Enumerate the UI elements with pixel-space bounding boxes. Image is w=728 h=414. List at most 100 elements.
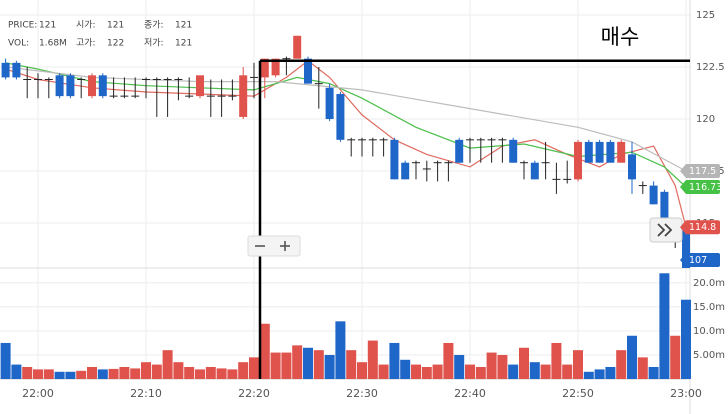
volume-bar	[238, 362, 249, 379]
candle-body	[574, 141, 582, 180]
x-tick-label: 22:30	[346, 387, 378, 400]
candle-body	[325, 87, 334, 120]
volume-bar	[270, 352, 281, 379]
price-tag	[680, 164, 720, 179]
volume-bar	[119, 366, 130, 379]
candle-body	[304, 58, 312, 84]
volume-bar	[432, 364, 443, 379]
price-tag-label: 107	[689, 255, 707, 266]
volume-bar	[130, 368, 141, 379]
chevron[interactable]	[657, 223, 666, 237]
volume-bar	[184, 366, 195, 379]
price-tag-label: 117.5	[689, 166, 716, 177]
volume-bar	[637, 357, 648, 379]
info-label: 종가:	[144, 20, 164, 31]
volume-bar	[292, 345, 303, 379]
candle-body	[293, 35, 302, 59]
x-tick-label: 22:40	[454, 387, 486, 400]
candle-body	[530, 162, 539, 180]
moving-average	[5, 62, 687, 188]
info-label: PRICE:	[8, 21, 37, 31]
x-tick-label: 22:10	[130, 387, 162, 400]
volume-bar	[54, 371, 65, 379]
volume-bar	[648, 366, 659, 379]
volume-bar	[108, 368, 119, 379]
buy-label: 매수	[601, 25, 640, 49]
candle-body	[617, 141, 626, 163]
volume-bar	[670, 335, 681, 379]
lines-layer: 매수	[258, 25, 690, 379]
zoom-controls[interactable]	[247, 235, 301, 257]
volume-tick-label: 20.0m	[693, 278, 725, 289]
volume-bar	[378, 364, 389, 379]
y-tick-label: 122.5	[696, 62, 725, 73]
x-tick-label: 22:20	[238, 387, 270, 400]
info-label: 고가:	[76, 38, 96, 49]
volume-bar	[594, 369, 605, 379]
chevron[interactable]	[664, 223, 673, 237]
tags-layer: 117.5 116.733 114.8 107	[680, 164, 728, 267]
volume-bar	[313, 350, 324, 379]
volume-bar	[519, 347, 529, 379]
volume-bar	[411, 364, 421, 379]
vol-layer	[0, 273, 691, 379]
volume-bar	[249, 357, 259, 379]
y-tick-label: 125	[696, 10, 715, 21]
volume-bar	[497, 354, 508, 379]
candle-body	[509, 139, 518, 163]
info-value: 121	[39, 21, 56, 31]
candle-body	[401, 162, 410, 180]
volume-tick-label: 10.0m	[693, 326, 725, 337]
volume-bar	[205, 366, 216, 379]
volume-bar	[573, 350, 583, 379]
volume-tick-label: 15.0m	[693, 302, 725, 313]
info-label: VOL:	[8, 39, 29, 49]
candle-body	[682, 227, 690, 268]
volume-bar	[173, 362, 184, 379]
volume-bar	[400, 359, 411, 379]
scroll-box[interactable]	[649, 217, 683, 243]
candle-body	[55, 75, 64, 97]
price-tag	[680, 220, 720, 235]
volume-bar	[389, 342, 400, 379]
axis-background	[690, 0, 728, 414]
candle-body	[649, 185, 658, 205]
x-tick-label: 22:50	[562, 387, 594, 400]
candle-body	[595, 141, 604, 163]
candle-body	[196, 75, 204, 97]
candle-body	[239, 75, 248, 117]
candle-body	[336, 94, 345, 140]
price-tag-label: 114.8	[689, 222, 716, 233]
volume-bar	[195, 369, 205, 379]
volume-bar	[335, 321, 346, 379]
candle-body	[606, 141, 615, 163]
x-tick-label: 22:00	[22, 387, 54, 400]
candle-body	[98, 75, 107, 97]
volume-bar	[65, 371, 76, 379]
volume-bar	[324, 354, 335, 379]
candle-body	[271, 58, 280, 76]
volume-bar	[22, 366, 33, 379]
volume-bar	[151, 364, 162, 379]
candles-layer	[1, 35, 690, 268]
volume-bar	[475, 366, 486, 379]
volume-bar	[465, 364, 475, 379]
volume-bar	[281, 352, 292, 379]
candle-body	[628, 154, 636, 180]
volume-bar	[216, 368, 227, 379]
volume-bar	[303, 347, 313, 379]
zoom-box[interactable]	[247, 235, 301, 257]
volume-bar	[76, 370, 87, 379]
volume-bar	[551, 342, 562, 379]
volume-bar	[486, 352, 497, 379]
scroll-right-button[interactable]	[649, 217, 683, 243]
volume-bar	[259, 323, 270, 379]
info-value: 1.68M	[39, 39, 67, 49]
volume-bar	[11, 364, 22, 379]
info-value: 121	[107, 21, 124, 31]
volume-bar	[605, 366, 616, 379]
